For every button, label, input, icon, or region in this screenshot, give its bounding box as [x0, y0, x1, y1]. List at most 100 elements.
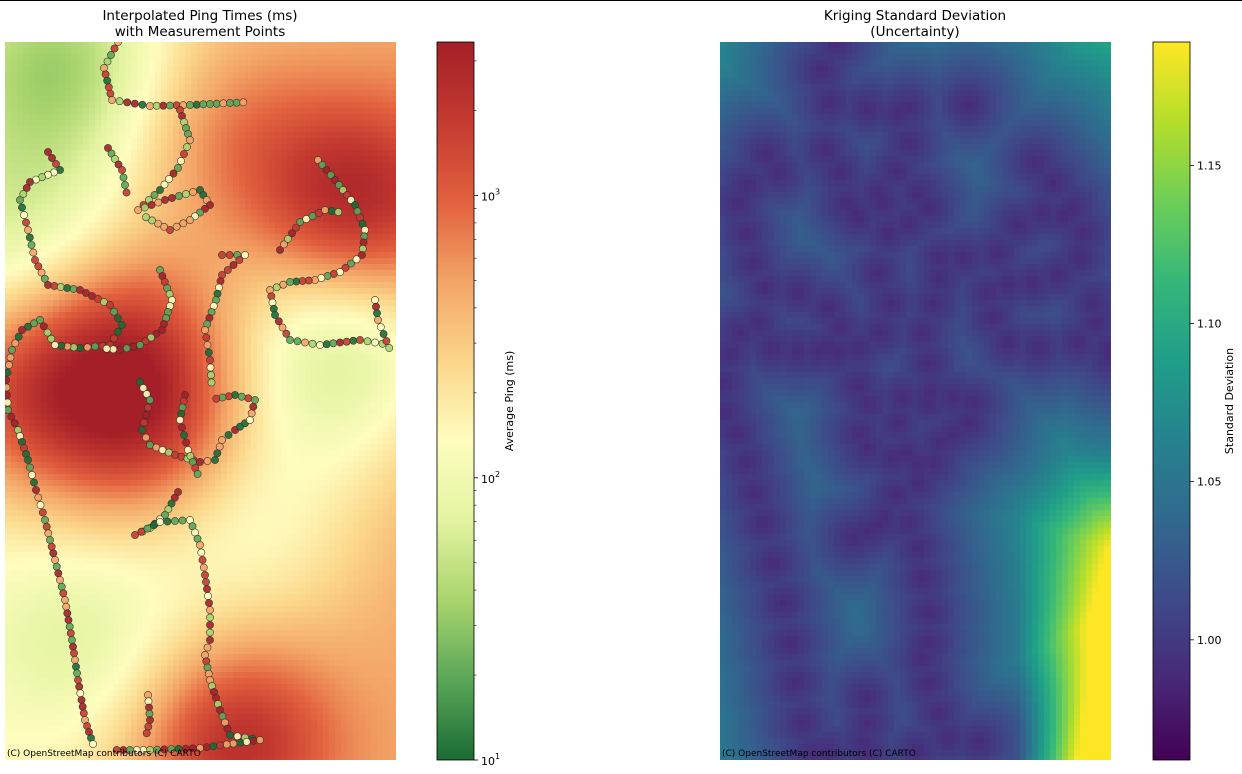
interpolation-cell [281, 168, 288, 175]
interpolation-cell [161, 150, 168, 157]
interpolation-cell [251, 348, 258, 355]
interpolation-cell [209, 330, 216, 337]
interpolation-cell [77, 42, 84, 49]
interpolation-cell [239, 384, 246, 391]
interpolation-cell [119, 480, 126, 487]
interpolation-cell [317, 264, 324, 271]
interpolation-cell [71, 150, 78, 157]
interpolation-cell [149, 96, 156, 103]
interpolation-cell [125, 210, 132, 217]
interpolation-cell [131, 168, 138, 175]
interpolation-cell [365, 396, 372, 403]
interpolation-cell [77, 174, 84, 181]
interpolation-cell [65, 192, 72, 199]
interpolation-cell [269, 348, 276, 355]
interpolation-cell [383, 396, 390, 403]
interpolation-cell [353, 438, 360, 445]
interpolation-cell [233, 276, 240, 283]
interpolation-cell [161, 390, 168, 397]
interpolation-cell [137, 438, 144, 445]
interpolation-cell [77, 66, 84, 73]
interpolation-cell [101, 234, 108, 241]
interpolation-cell [161, 360, 168, 367]
interpolation-cell [119, 396, 126, 403]
interpolation-cell [311, 198, 318, 205]
interpolation-cell [239, 282, 246, 289]
interpolation-cell [209, 60, 216, 67]
interpolation-cell [107, 444, 114, 451]
interpolation-cell [317, 132, 324, 139]
interpolation-cell [119, 438, 126, 445]
interpolation-cell [215, 240, 222, 247]
interpolation-cell [233, 150, 240, 157]
interpolation-cell [317, 378, 324, 385]
interpolation-cell [299, 60, 306, 67]
interpolation-cell [143, 276, 150, 283]
interpolation-cell [383, 150, 390, 157]
interpolation-cell [143, 444, 150, 451]
interpolation-cell [65, 462, 72, 469]
interpolation-cell [335, 426, 342, 433]
interpolation-cell [59, 420, 66, 427]
interpolation-cell [359, 366, 366, 373]
interpolation-cell [83, 450, 90, 457]
interpolation-cell [209, 270, 216, 277]
interpolation-cell [47, 54, 54, 61]
interpolation-cell [209, 420, 216, 427]
interpolation-cell [383, 372, 390, 379]
interpolation-cell [365, 462, 372, 469]
interpolation-cell [23, 132, 30, 139]
interpolation-cell [149, 132, 156, 139]
interpolation-cell [71, 354, 78, 361]
interpolation-cell [245, 462, 252, 469]
interpolation-cell [29, 426, 36, 433]
interpolation-cell [347, 234, 354, 241]
interpolation-cell [149, 42, 156, 49]
interpolation-cell [131, 294, 138, 301]
interpolation-cell [293, 414, 300, 421]
interpolation-cell [89, 426, 96, 433]
interpolation-cell [263, 348, 270, 355]
interpolation-cell [245, 120, 252, 127]
interpolation-cell [227, 318, 234, 325]
interpolation-cell [101, 402, 108, 409]
interpolation-cell [275, 252, 282, 259]
interpolation-cell [353, 126, 360, 133]
interpolation-cell [5, 60, 12, 67]
interpolation-cell [251, 342, 258, 349]
interpolation-cell [371, 348, 378, 355]
interpolation-cell [95, 240, 102, 247]
interpolation-cell [329, 366, 336, 373]
interpolation-cell [353, 222, 360, 229]
interpolation-cell [353, 420, 360, 427]
interpolation-cell [59, 402, 66, 409]
interpolation-cell [269, 210, 276, 217]
interpolation-cell [5, 186, 12, 193]
interpolation-cell [17, 216, 24, 223]
interpolation-cell [113, 180, 120, 187]
interpolation-cell [353, 264, 360, 271]
interpolation-cell [305, 60, 312, 67]
interpolation-cell [263, 258, 270, 265]
interpolation-cell [209, 132, 216, 139]
interpolation-cell [197, 174, 204, 181]
interpolation-cell [281, 114, 288, 121]
interpolation-cell [359, 168, 366, 175]
interpolation-cell [383, 426, 390, 433]
interpolation-cell [191, 414, 198, 421]
interpolation-cell [305, 288, 312, 295]
interpolation-cell [29, 342, 36, 349]
interpolation-cell [155, 114, 162, 121]
interpolation-cell [107, 378, 114, 385]
interpolation-cell [113, 324, 120, 331]
interpolation-cell [191, 84, 198, 91]
interpolation-cell [383, 198, 390, 205]
interpolation-cell [341, 360, 348, 367]
interpolation-cell [365, 120, 372, 127]
interpolation-cell [305, 378, 312, 385]
interpolation-cell [95, 450, 102, 457]
interpolation-cell [203, 408, 210, 415]
interpolation-cell [29, 216, 36, 223]
interpolation-cell [293, 456, 300, 463]
interpolation-cell [29, 282, 36, 289]
